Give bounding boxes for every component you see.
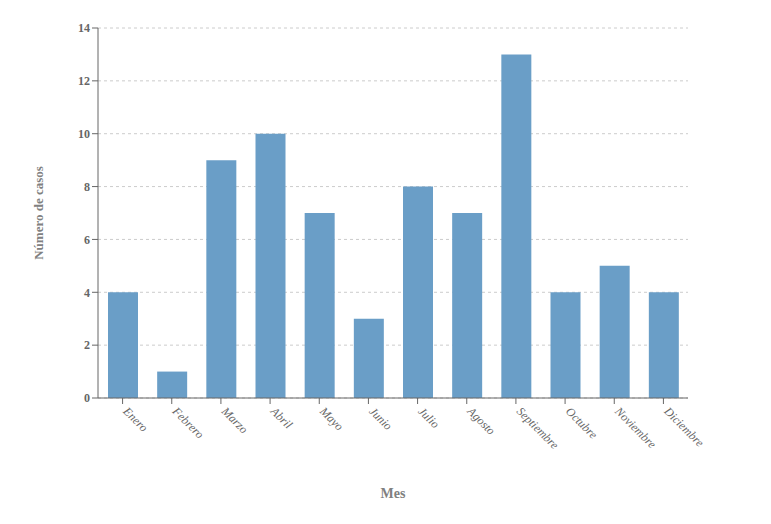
svg-text:Septiembre: Septiembre — [514, 404, 562, 452]
svg-text:Enero: Enero — [120, 404, 151, 435]
svg-text:14: 14 — [78, 21, 90, 35]
svg-text:Noviembre: Noviembre — [611, 404, 659, 452]
svg-text:Mayo: Mayo — [316, 404, 346, 434]
svg-text:4: 4 — [84, 286, 90, 300]
svg-text:Marzo: Marzo — [218, 404, 251, 437]
svg-text:Febrero: Febrero — [169, 404, 207, 442]
svg-text:Julio: Julio — [415, 404, 442, 431]
svg-text:12: 12 — [78, 74, 90, 88]
svg-text:Agosto: Agosto — [464, 404, 498, 438]
svg-text:Diciembre: Diciembre — [661, 404, 708, 451]
svg-text:Abril: Abril — [267, 404, 296, 433]
svg-text:8: 8 — [84, 180, 90, 194]
svg-text:Octubre: Octubre — [563, 404, 601, 442]
svg-text:Junio: Junio — [366, 404, 395, 433]
svg-text:2: 2 — [84, 338, 90, 352]
svg-text:6: 6 — [84, 233, 90, 247]
svg-text:Número de casos: Número de casos — [31, 166, 46, 260]
svg-text:10: 10 — [78, 127, 90, 141]
svg-text:0: 0 — [84, 391, 90, 405]
svg-text:Mes: Mes — [381, 486, 406, 501]
